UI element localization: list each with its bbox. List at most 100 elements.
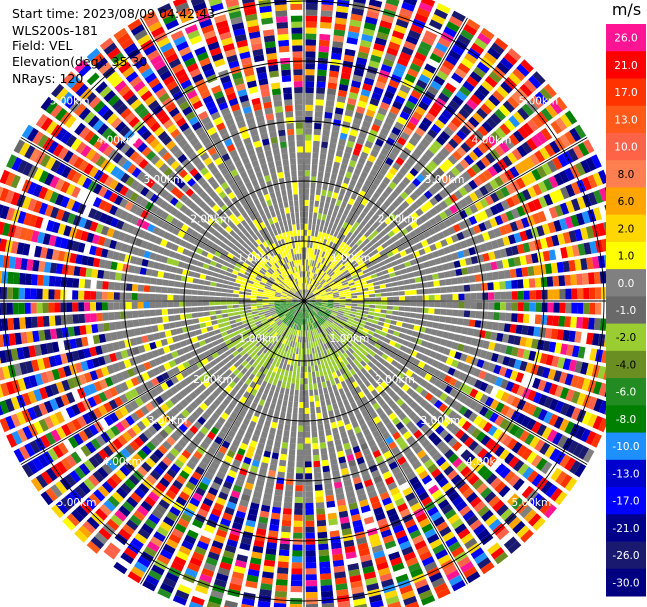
sweep-gate (490, 113, 502, 125)
sweep-gate (496, 354, 505, 365)
sweep-gate (338, 375, 344, 383)
sweep-gate (308, 305, 313, 310)
sweep-gate (536, 339, 545, 351)
sweep-gate (54, 289, 61, 300)
sweep-gate (437, 477, 449, 488)
sweep-gate (235, 318, 242, 323)
sweep-gate (447, 513, 460, 525)
sweep-gate (310, 317, 314, 324)
sweep-gate (318, 165, 325, 172)
sweep-gate (424, 561, 438, 572)
sweep-gate (583, 448, 595, 463)
sweep-gate (314, 267, 319, 274)
sweep-gate (417, 361, 426, 369)
sweep-gate (432, 452, 443, 462)
sweep-gate (415, 106, 426, 116)
sweep-gate (113, 302, 120, 310)
sweep-gate (473, 415, 483, 426)
sweep-gate (456, 146, 467, 157)
sweep-gate (312, 309, 318, 314)
sweep-gate (424, 427, 434, 438)
sweep-gate (326, 334, 332, 341)
sweep-gate (355, 312, 363, 316)
sweep-gate (307, 305, 312, 311)
sweep-gate (464, 470, 476, 482)
sweep-gate (470, 547, 485, 560)
sweep-gate (356, 536, 368, 545)
sweep-gate (333, 276, 339, 282)
sweep-gate (145, 326, 153, 334)
sweep-gate (440, 309, 447, 315)
sweep-gate (150, 317, 158, 325)
sweep-gate (391, 446, 401, 455)
sweep-gate (494, 445, 506, 457)
sweep-gate (25, 317, 32, 329)
sweep-gate (319, 345, 323, 352)
sweep-gate (333, 302, 340, 305)
sweep-gate (341, 66, 352, 74)
sweep-gate (499, 344, 508, 354)
sweep-gate (276, 477, 285, 485)
sweep-gate (436, 521, 449, 532)
sweep-gate (396, 195, 405, 204)
sweep-gate (416, 545, 430, 556)
sweep-gate (392, 492, 403, 502)
sweep-gate (380, 292, 388, 297)
sweep-gate (308, 305, 313, 310)
sweep-gate (359, 319, 367, 325)
sweep-gate (491, 239, 499, 250)
sweep-gate (415, 465, 426, 475)
sweep-gate (342, 259, 348, 265)
sweep-gate (345, 203, 352, 211)
sweep-gate (420, 438, 431, 449)
sweep-gate (321, 272, 327, 278)
sweep-gate (495, 389, 505, 400)
sweep-gate (353, 277, 360, 282)
sweep-gate (369, 304, 376, 308)
sweep-gate (326, 434, 333, 442)
sweep-gate (443, 465, 455, 476)
sweep-gate (373, 285, 381, 290)
sweep-gate (360, 360, 367, 367)
sweep-gate (320, 351, 325, 358)
sweep-gate (423, 334, 431, 341)
sweep-gate (481, 80, 494, 93)
sweep-gate (304, 283, 306, 290)
sweep-gate (363, 301, 370, 304)
sweep-gate (480, 434, 491, 446)
sweep-gate (304, 170, 310, 177)
sweep-gate (244, 304, 251, 307)
sweep-gate (313, 335, 317, 342)
sweep-gate (485, 241, 494, 251)
sweep-gate (405, 100, 416, 110)
sweep-gate (333, 408, 341, 416)
sweep-gate (54, 276, 62, 287)
sweep-gate (290, 431, 297, 438)
sweep-gate (359, 353, 366, 360)
sweep-gate (262, 299, 269, 301)
sweep-gate (586, 257, 594, 270)
sweep-gate (562, 231, 572, 244)
sweep-gate (337, 239, 343, 246)
sweep-gate (317, 69, 327, 77)
sweep-gate (406, 471, 417, 481)
sweep-gate (379, 101, 390, 111)
sweep-gate (399, 84, 411, 94)
sweep-gate (381, 297, 388, 301)
sweep-gate (472, 224, 482, 234)
sweep-gate (420, 204, 429, 213)
sweep-gate (418, 248, 426, 256)
sweep-gate (410, 221, 419, 230)
sweep-gate (339, 322, 345, 327)
sweep-gate (301, 354, 304, 361)
sweep-gate (355, 181, 363, 190)
sweep-gate (451, 10, 466, 22)
sweep-gate (571, 390, 581, 404)
sweep-gate (30, 288, 37, 300)
sweep-gate (500, 291, 507, 300)
sweep-gate (342, 269, 349, 275)
sweep-gate (305, 306, 307, 313)
sweep-gate (367, 361, 375, 368)
sweep-gate (574, 463, 587, 478)
sweep-gate (415, 127, 426, 137)
